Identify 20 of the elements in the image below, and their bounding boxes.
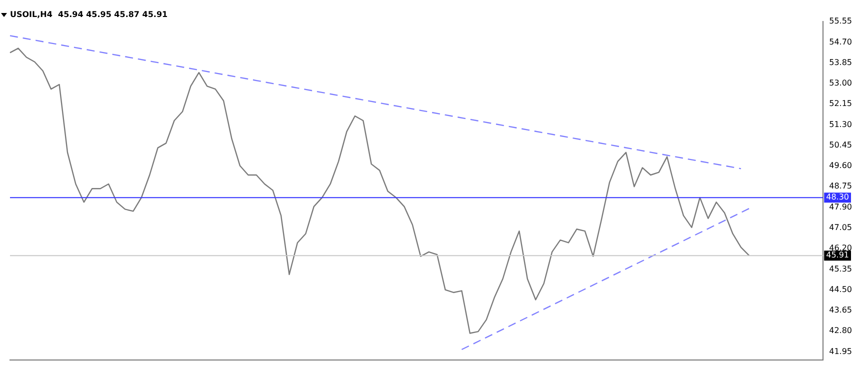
ref-line-label: 45.91 (826, 250, 850, 260)
y-tick-label: 49.60 (829, 161, 852, 170)
y-tick-label: 42.80 (829, 326, 852, 336)
y-tick-label: 47.05 (829, 222, 852, 232)
y-tick-label: 52.15 (829, 99, 852, 108)
y-tick-label: 55.55 (829, 16, 852, 26)
y-tick-label: 53.00 (829, 78, 852, 88)
y-tick-label: 44.50 (829, 284, 852, 294)
y-tick-label: 45.35 (829, 264, 852, 274)
y-tick-label: 51.30 (829, 120, 852, 129)
ref-line-label: 48.30 (826, 192, 850, 202)
y-tick-label: 50.45 (829, 140, 852, 150)
y-tick-label: 46.20 (829, 244, 852, 253)
y-tick-label: 54.70 (829, 37, 852, 46)
chart-title: USOIL,H4 45.94 45.95 45.87 45.91 (10, 10, 168, 19)
y-tick-label: 41.95 (829, 346, 852, 356)
y-tick-label: 47.90 (829, 202, 852, 212)
y-tick-label: 53.85 (829, 58, 852, 67)
y-tick-label: 48.75 (829, 182, 852, 191)
y-tick-label: 43.65 (829, 306, 852, 315)
